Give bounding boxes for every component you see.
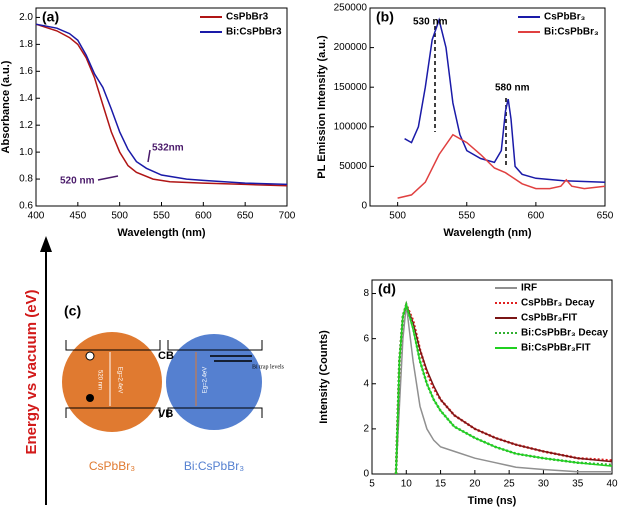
series-line	[395, 304, 612, 475]
legend-label: Bi:CsPbBr3	[226, 27, 282, 38]
cb-label: CB	[158, 350, 174, 362]
x-tick-label: 500	[389, 211, 406, 222]
arrow-head	[40, 236, 52, 252]
legend-label: Bi:CsPbBr₃	[544, 27, 599, 38]
circle-left	[62, 332, 162, 432]
x-tick-label: 550	[153, 211, 170, 222]
annotation: 580 nm	[495, 83, 530, 94]
band-right	[167, 340, 263, 418]
y-axis-title: PL Emission Intensity (a.u.)	[316, 35, 328, 179]
x-axis-title: Wavelength (nm)	[443, 227, 532, 239]
y-tick-label: 6	[363, 333, 369, 344]
annotation-arrow	[147, 149, 151, 163]
y-tick-label: 2	[363, 424, 369, 435]
x-axis-title: Wavelength (nm)	[117, 227, 206, 239]
vb-label: VB	[158, 408, 173, 420]
y-tick-label: 50000	[339, 161, 367, 172]
energy-label: Energy vs vacuum (eV)	[23, 289, 40, 454]
y-tick-label: 0	[361, 201, 367, 212]
x-tick-label: 10	[401, 479, 413, 490]
x-tick-label: 700	[279, 211, 296, 222]
x-tick-label: 500	[111, 211, 128, 222]
eg-label: Eg=2.4eV	[203, 367, 209, 394]
x-tick-label: 25	[504, 479, 516, 490]
y-tick-label: 1.2	[19, 120, 33, 131]
x-tick-label: 35	[572, 479, 584, 490]
legend-label: Bi:CsPbBr₃ Decay	[521, 328, 608, 339]
plot-frame	[371, 279, 613, 475]
y-tick-label: 200000	[334, 42, 368, 53]
y-tick-label: 4	[363, 378, 369, 389]
y-tick-label: 8	[363, 288, 369, 299]
left-name: CsPbBr₃	[89, 459, 135, 473]
x-tick-label: 400	[28, 211, 45, 222]
legend-label: CsPbBr₃FIT	[521, 313, 577, 324]
band-left	[65, 340, 161, 418]
annotation: 532nm	[152, 143, 184, 154]
series-line	[404, 17, 606, 183]
x-axis-title: Time (ns)	[468, 495, 517, 507]
x-tick-label: 40	[606, 479, 618, 490]
y-tick-label: 150000	[334, 82, 368, 93]
y-tick-label: 0.8	[19, 174, 33, 185]
circle-right	[166, 334, 262, 430]
panel-label: (d)	[378, 281, 396, 297]
legend-label: Bi:CsPbBr₃FIT	[521, 343, 591, 354]
x-tick-label: 450	[69, 211, 86, 222]
diagram-c: Energy vs vacuum (eV) (c) CB VB 520 nm E…	[23, 236, 285, 505]
y-tick-label: 2.0	[19, 12, 33, 23]
hole	[86, 394, 94, 402]
y-tick-label: 1.0	[19, 147, 33, 158]
y-tick-label: 250000	[334, 3, 368, 14]
x-tick-label: 600	[528, 211, 545, 222]
panel-label: (a)	[42, 9, 59, 25]
x-tick-label: 600	[195, 211, 212, 222]
annotation-arrow	[97, 175, 119, 181]
annotation: 530 nm	[413, 17, 448, 28]
legend-label: IRF	[521, 283, 537, 294]
legend-label: CsPbBr₃	[544, 12, 586, 23]
electron	[85, 351, 95, 361]
series-line	[35, 23, 288, 187]
y-tick-label: 1.8	[19, 39, 33, 50]
x-tick-label: 20	[469, 479, 481, 490]
y-tick-label: 100000	[334, 121, 368, 132]
x-tick-label: 650	[597, 211, 614, 222]
annotation: 520 nm	[60, 176, 95, 187]
y-axis-title: Intensity (Counts)	[318, 330, 330, 424]
series-line	[35, 23, 288, 186]
x-tick-label: 650	[237, 211, 254, 222]
x-tick-label: 30	[538, 479, 550, 490]
y-tick-label: 0.6	[19, 201, 33, 212]
right-name: Bi:CsPbBr₃	[184, 459, 244, 473]
gap-label: 520 nm	[96, 370, 102, 390]
x-tick-label: 15	[435, 479, 447, 490]
panel-label: (b)	[376, 9, 394, 25]
series-line	[395, 302, 613, 475]
legend-label: CsPbBr₃ Decay	[521, 298, 595, 309]
x-tick-label: 550	[458, 211, 475, 222]
plot-frame	[369, 7, 606, 207]
x-tick-label: 5	[369, 479, 375, 490]
eg-label: Eg=2.4eV	[116, 367, 122, 394]
series-line	[397, 133, 606, 199]
y-axis-title: Absorbance (a.u.)	[0, 60, 12, 153]
panel-label: (c)	[64, 303, 81, 319]
trap-label: Bi trap levels	[252, 364, 285, 370]
y-tick-label: 1.4	[19, 93, 33, 104]
y-tick-label: 1.6	[19, 66, 33, 77]
legend-label: CsPbBr3	[226, 12, 269, 23]
y-tick-label: 0	[363, 469, 369, 480]
